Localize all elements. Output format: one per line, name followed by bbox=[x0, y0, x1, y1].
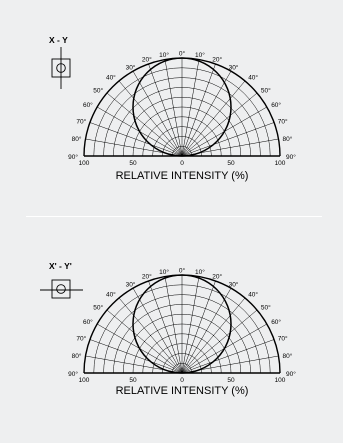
angle-label: 90° bbox=[286, 370, 296, 378]
angle-label: 90° bbox=[68, 370, 78, 378]
radiation-pattern-curve bbox=[132, 274, 232, 374]
intensity-label: 100 bbox=[275, 377, 286, 384]
polar-grid-xy: 0° 10°10°20°20°30°30°40°40°50°50°60°60°70… bbox=[68, 50, 296, 168]
angle-label: 50° bbox=[261, 303, 271, 311]
angle-label: 80° bbox=[72, 135, 82, 143]
led-side-view-icon bbox=[40, 279, 83, 299]
axis-title-xy: RELATIVE INTENSITY (%) bbox=[116, 170, 249, 182]
angle-ray bbox=[164, 276, 183, 374]
angle-label: 0° bbox=[179, 50, 186, 58]
angle-ray bbox=[118, 297, 183, 374]
polar-grid-x-prime-y-prime: 0° 10°10°20°20°30°30°40°40°50°50°60°60°70… bbox=[68, 267, 296, 385]
angle-ray bbox=[181, 80, 246, 157]
radiation-pattern-curve bbox=[132, 57, 232, 157]
angle-label: 80° bbox=[283, 135, 293, 143]
intensity-label: 100 bbox=[79, 377, 90, 384]
angle-label: 70° bbox=[76, 118, 86, 126]
panel-title-x-prime-y-prime: X' - Y' bbox=[49, 261, 72, 271]
intensity-label: 100 bbox=[79, 160, 90, 167]
angle-label: 60° bbox=[83, 101, 93, 109]
angle-ray bbox=[148, 280, 183, 374]
angle-ray bbox=[106, 309, 183, 374]
intensity-label: 50 bbox=[129, 160, 137, 167]
angle-ray bbox=[181, 280, 216, 374]
angle-ray bbox=[148, 63, 183, 157]
panel-divider bbox=[26, 216, 322, 217]
angle-label: 30° bbox=[126, 280, 136, 288]
angle-ray bbox=[181, 92, 258, 157]
angle-label: 70° bbox=[76, 335, 86, 343]
angle-label: 10° bbox=[159, 268, 169, 276]
polar-diagram-x-prime-y-prime: X' - Y' 0° 10°10°20°20°30°30°40°40°50°50°… bbox=[40, 261, 296, 397]
angle-label: 60° bbox=[271, 101, 281, 109]
angle-label: 70° bbox=[278, 335, 288, 343]
angle-label: 60° bbox=[83, 318, 93, 326]
angle-ray bbox=[181, 288, 232, 374]
angle-ray bbox=[181, 339, 275, 374]
angle-label: 10° bbox=[195, 51, 205, 59]
angle-label: 40° bbox=[106, 74, 116, 82]
intensity-label: 0 bbox=[180, 160, 184, 167]
intensity-label: 0 bbox=[180, 377, 184, 384]
angle-label: 50° bbox=[261, 86, 271, 94]
angle-label: 30° bbox=[126, 63, 136, 71]
angle-label: 10° bbox=[195, 268, 205, 276]
angle-label: 60° bbox=[271, 318, 281, 326]
angle-label: 20° bbox=[212, 56, 222, 64]
angle-label: 20° bbox=[212, 273, 222, 281]
angle-ray bbox=[181, 297, 246, 374]
angle-ray bbox=[89, 122, 183, 157]
angle-label: 20° bbox=[142, 273, 152, 281]
angle-label: 30° bbox=[229, 63, 239, 71]
intensity-label: 50 bbox=[129, 377, 137, 384]
angle-ray bbox=[181, 63, 216, 157]
angle-label: 80° bbox=[72, 352, 82, 360]
panel-title-xy: X - Y bbox=[49, 35, 68, 45]
angle-label: 50° bbox=[93, 86, 103, 94]
angle-ray bbox=[89, 339, 183, 374]
intensity-label: 50 bbox=[227, 160, 235, 167]
angle-ray bbox=[106, 92, 183, 157]
angle-label: 80° bbox=[283, 352, 293, 360]
angle-ray bbox=[181, 71, 232, 157]
angle-label: 30° bbox=[229, 280, 239, 288]
angle-ray bbox=[181, 122, 275, 157]
angle-label: 10° bbox=[159, 51, 169, 59]
angle-ray bbox=[164, 59, 183, 157]
axis-title-x-prime-y-prime: RELATIVE INTENSITY (%) bbox=[116, 385, 249, 397]
angle-label: 40° bbox=[248, 74, 258, 82]
polar-diagram-xy: X - Y 0° 10°10°20°20°30°30°40°40°50°50°60… bbox=[49, 35, 296, 182]
angle-label: 90° bbox=[68, 153, 78, 161]
angle-label: 0° bbox=[179, 267, 186, 275]
angle-ray bbox=[118, 80, 183, 157]
angle-label: 20° bbox=[142, 56, 152, 64]
angle-label: 40° bbox=[106, 291, 116, 299]
panel-xy: X - Y 0° 10° 10° 20° 20° 30° 30° 40° 40° 50° 50° 60… bbox=[0, 0, 343, 219]
panel-x-prime-y-prime: X' - Y' 0° 10° 10° 20° 20° 30° 30° 40° 40° 50° 50°… bbox=[0, 219, 343, 438]
angle-ray bbox=[132, 71, 183, 157]
angle-ray bbox=[181, 309, 258, 374]
led-front-view-icon bbox=[51, 47, 71, 89]
angle-label: 90° bbox=[286, 153, 296, 161]
angle-ray bbox=[181, 59, 200, 157]
angle-ray bbox=[132, 288, 183, 374]
angle-label: 50° bbox=[93, 303, 103, 311]
angle-label: 70° bbox=[278, 118, 288, 126]
angle-label: 40° bbox=[248, 291, 258, 299]
angle-ray bbox=[181, 276, 200, 374]
intensity-label: 50 bbox=[227, 377, 235, 384]
intensity-label: 100 bbox=[275, 160, 286, 167]
